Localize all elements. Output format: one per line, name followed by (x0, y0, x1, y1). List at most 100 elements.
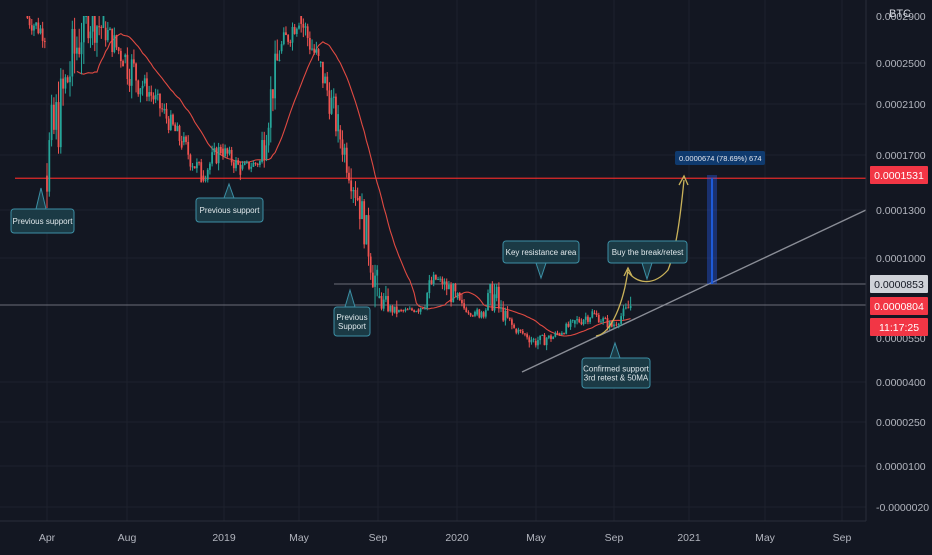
candle-body (411, 308, 413, 311)
candle-body (367, 215, 370, 257)
candle-body (293, 26, 296, 34)
candle-body (66, 77, 69, 83)
candle-body (64, 77, 67, 89)
candle-body (406, 309, 409, 311)
candle-body (178, 125, 181, 141)
candle-body (165, 108, 168, 119)
candle-body (443, 281, 446, 285)
candle-body (319, 61, 322, 63)
candle-body (343, 147, 346, 155)
candle-body (439, 278, 442, 280)
candle-body (76, 47, 78, 54)
candle-body (304, 26, 307, 28)
candle-body (276, 53, 279, 61)
annotation-text: Previous support (12, 217, 73, 226)
candle-body (167, 118, 170, 131)
annotation-callout[interactable]: Previous support (10, 187, 75, 234)
horizontal-lines[interactable] (0, 177, 866, 306)
support-trendline[interactable] (521, 209, 867, 373)
x-tick-label: May (755, 532, 776, 544)
candle-body (597, 314, 600, 323)
candle-body (617, 323, 620, 326)
annotation-text: Key resistance area (506, 248, 577, 257)
candle-body (378, 296, 381, 299)
candle-body (537, 340, 539, 346)
candle-body (169, 114, 172, 131)
candle-body (269, 89, 272, 128)
moving-average-line (76, 32, 631, 337)
arrow-up-path-1[interactable] (595, 269, 629, 337)
candle-body (71, 28, 74, 77)
candle-body (235, 160, 237, 169)
candle-body (387, 296, 389, 312)
annotation-callout[interactable]: Previous support (195, 182, 264, 223)
candle-body (608, 321, 611, 328)
candle-body (213, 148, 216, 153)
candle-body (365, 215, 368, 245)
candle-body (348, 172, 350, 181)
candle-body (39, 28, 42, 34)
candle-body (326, 76, 329, 91)
projection-arrow[interactable] (595, 174, 689, 337)
candle-body (291, 26, 294, 43)
annotation-callout[interactable]: Buy the break/retest (607, 240, 688, 281)
candle-body (195, 162, 198, 169)
candle-body (328, 90, 331, 114)
candle-body (62, 78, 65, 89)
candle-body (148, 92, 151, 97)
candle-body (163, 108, 166, 111)
candle-body (224, 148, 227, 157)
candle-body (398, 310, 400, 313)
trendline[interactable] (521, 209, 867, 373)
price-tag-box (870, 275, 928, 293)
x-tick-label: 2020 (445, 532, 469, 544)
candle-body (89, 31, 92, 39)
price-tag-box (870, 166, 928, 184)
candle-body (534, 340, 537, 346)
candle-body (189, 154, 192, 167)
annotation-text: 3rd retest & 50MA (584, 374, 649, 383)
candle-body (267, 127, 270, 146)
candle-body (128, 78, 131, 86)
arrow-up-path-2[interactable] (627, 179, 685, 283)
annotation-text: Confirmed support (583, 365, 650, 374)
candle-body (413, 310, 416, 312)
candle-body (258, 161, 261, 165)
annotation-box (607, 240, 688, 264)
candle-body (154, 94, 157, 100)
candle-body (26, 16, 29, 19)
candle-body (519, 329, 522, 331)
annotation-callout[interactable]: Key resistance area (502, 240, 580, 280)
candle-body (593, 313, 596, 315)
candle-body (41, 28, 44, 41)
x-tick-label: Sep (369, 532, 388, 544)
candle-body (302, 23, 305, 28)
candle-body (50, 104, 53, 141)
candle-body (474, 311, 476, 316)
x-tick-label: May (526, 532, 547, 544)
candle-body (461, 299, 463, 304)
candle-body (98, 26, 101, 28)
candle-body (382, 299, 385, 309)
candle-body (571, 319, 574, 321)
candle-body (202, 175, 205, 181)
candle-body (104, 27, 107, 41)
candle-body (445, 281, 448, 290)
measure-label: 0.0000674 (78.69%) 674 (679, 154, 762, 163)
candle-body (232, 162, 235, 169)
annotations[interactable]: Previous support Previous support Previous… (10, 182, 688, 389)
annotation-box (195, 197, 264, 223)
candle-body (274, 53, 277, 99)
candle-body (332, 96, 335, 98)
candle-body (93, 16, 96, 43)
candle-body (467, 312, 470, 314)
candle-body (298, 25, 300, 29)
candle-body (250, 166, 253, 169)
candle-body (265, 145, 268, 160)
measure-tool[interactable]: 0.0000674 (78.69%) 674 (675, 151, 765, 284)
